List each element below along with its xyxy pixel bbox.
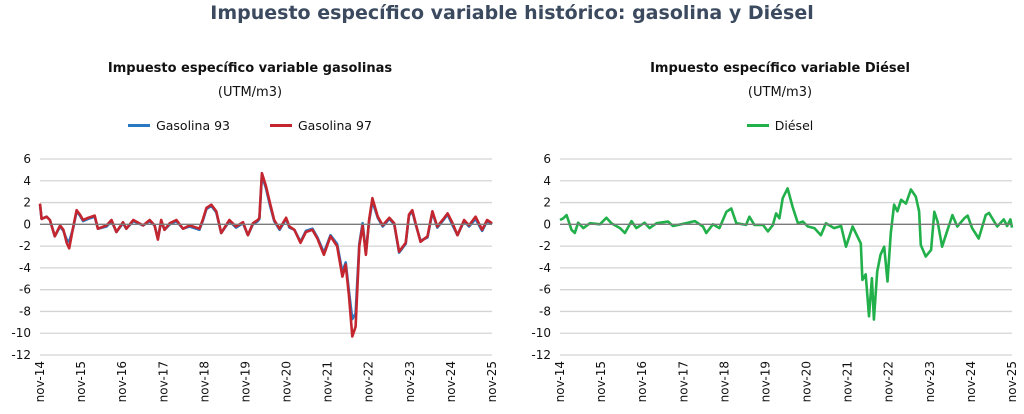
legend-label: Diésel [774,118,814,133]
y-tick-label: -10 [531,326,551,340]
x-tick-label: nov-22 [362,361,376,402]
x-tick-label: nov-16 [115,361,129,402]
legend-item-gasolina-93: Gasolina 93 [128,118,230,133]
y-tick-label: 4 [543,174,551,188]
y-tick-label: 2 [543,196,551,210]
x-tick-label: nov-23 [923,361,937,402]
legend-swatch-diesel [746,124,769,127]
x-tick-label: nov-18 [717,361,731,402]
x-tick-label: nov-16 [635,361,649,402]
x-tick-label: nov-21 [321,361,335,402]
x-tick-label: nov-24 [964,361,978,402]
x-tick-label: nov-17 [676,361,690,402]
diesel-chart-title: Impuesto específico variable Diésel [650,61,910,76]
x-tick-label: nov-20 [800,361,814,402]
x-tick-label: nov-14 [33,361,47,402]
x-tick-label: nov-25 [1005,361,1019,402]
x-tick-label: nov-21 [841,361,855,402]
gasoline-legend: Gasolina 93 Gasolina 97 [20,118,480,133]
y-tick-label: -4 [539,261,551,275]
legend-label: Gasolina 93 [156,118,230,133]
legend-label: Gasolina 97 [298,118,372,133]
x-tick-label: nov-19 [238,361,252,402]
legend-item-diesel: Diésel [746,118,814,133]
y-tick-label: 2 [23,196,31,210]
y-tick-label: -12 [11,348,31,362]
gasoline-chart-title: Impuesto específico variable gasolinas [107,61,393,76]
x-tick-label: nov-25 [485,361,499,402]
y-tick-label: 6 [23,152,31,166]
y-tick-label: -8 [539,304,551,318]
page-title: Impuesto específico variable histórico: … [210,2,814,24]
y-tick-label: 0 [23,217,31,231]
diesel-legend: Diésel [550,118,1010,133]
x-tick-label: nov-15 [74,361,88,402]
gasoline-chart-units: (UTM/m3) [217,85,283,100]
y-tick-label: 6 [543,152,551,166]
x-tick-label: nov-24 [444,361,458,402]
y-tick-label: -8 [19,304,31,318]
series-line-gasolina-97 [38,171,493,338]
series-line-gasolina-93 [38,174,493,321]
y-tick-label: -4 [19,261,31,275]
x-tick-label: nov-22 [882,361,896,402]
y-tick-label: -6 [539,283,551,297]
y-tick-label: -12 [531,348,551,362]
x-tick-label: nov-17 [156,361,170,402]
y-tick-label: -10 [11,326,31,340]
x-tick-label: nov-19 [758,361,772,402]
series-line-diesel [559,187,1014,321]
x-tick-label: nov-14 [553,361,567,402]
y-tick-label: -2 [539,239,551,253]
y-tick-label: 0 [543,217,551,231]
legend-swatch-gasolina-93 [128,124,151,127]
y-tick-label: 4 [23,174,31,188]
x-tick-label: nov-15 [594,361,608,402]
x-tick-label: nov-23 [403,361,417,402]
y-tick-label: -2 [19,239,31,253]
y-tick-label: -6 [19,283,31,297]
legend-swatch-gasolina-97 [270,124,292,127]
diesel-chart-units: (UTM/m3) [747,85,813,100]
x-tick-label: nov-20 [280,361,294,402]
legend-item-gasolina-97: Gasolina 97 [270,118,372,133]
x-tick-label: nov-18 [197,361,211,402]
